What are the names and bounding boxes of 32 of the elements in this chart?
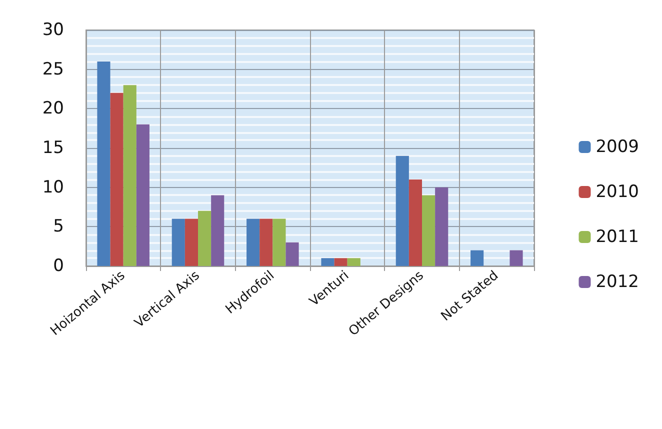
bar: [184, 218, 198, 266]
bar: [260, 218, 273, 266]
legend-label: 2012: [596, 272, 639, 292]
y-tick-label: 20: [42, 98, 64, 119]
y-tick-label: 0: [53, 256, 64, 276]
y-tick-label: 25: [42, 59, 64, 80]
bar: [110, 92, 124, 266]
bar: [396, 156, 409, 266]
legend-label: 2009: [596, 137, 639, 157]
bar: [510, 250, 523, 266]
legend-label: 2011: [596, 227, 639, 247]
bar: [97, 61, 110, 266]
bar: [198, 210, 212, 266]
bar: [246, 218, 260, 266]
bar: [470, 250, 484, 266]
y-tick-label: 5: [53, 216, 64, 237]
y-tick-label: 30: [42, 20, 64, 40]
bar: [408, 179, 422, 266]
bar: [172, 218, 185, 266]
bar: [435, 187, 448, 266]
y-tick-label: 10: [42, 177, 64, 198]
bar: [347, 258, 360, 266]
bar: [272, 218, 286, 266]
bar: [422, 195, 436, 266]
bar: [286, 242, 299, 266]
bar: [334, 258, 348, 266]
y-tick-label: 15: [42, 138, 64, 158]
bar: [123, 85, 136, 266]
bar: [211, 195, 224, 266]
bar: [136, 124, 150, 266]
legend-label: 2010: [596, 182, 639, 202]
bar: [321, 258, 334, 266]
